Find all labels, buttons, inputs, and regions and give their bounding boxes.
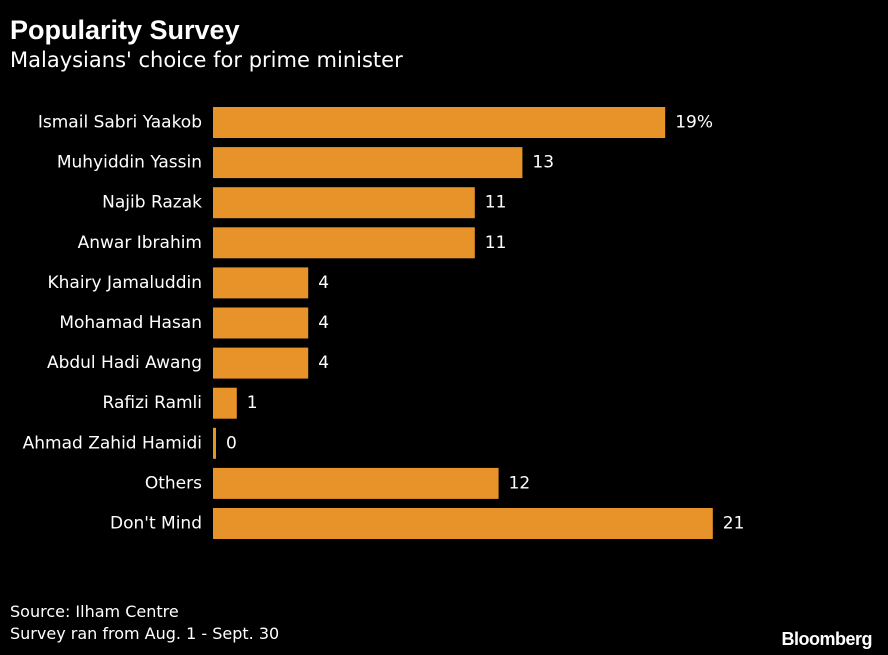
survey-period-note: Survey ran from Aug. 1 - Sept. 30: [10, 624, 280, 643]
bar-1: [213, 147, 523, 179]
value-label-4: 4: [318, 273, 329, 293]
category-label-10: Don't Mind: [110, 514, 202, 534]
category-label-8: Ahmad Zahid Hamidi: [23, 433, 202, 453]
category-label-3: Anwar Ibrahim: [78, 233, 202, 253]
bar-4: [213, 267, 309, 299]
bar-7: [213, 387, 237, 419]
bar-6: [213, 347, 309, 379]
bar-10: [213, 508, 713, 539]
category-label-1: Muhyiddin Yassin: [57, 153, 202, 173]
value-label-3: 11: [485, 233, 507, 253]
value-label-10: 21: [723, 514, 745, 534]
category-label-6: Abdul Hadi Awang: [47, 353, 202, 373]
value-label-8: 0: [226, 433, 237, 453]
category-label-4: Khairy Jamaluddin: [47, 273, 202, 293]
bar-chart: Ismail Sabri Yaakob 19% Muhyiddin Yassin 13…: [23, 107, 745, 539]
value-label-5: 4: [318, 313, 329, 333]
source-note: Source: Ilham Centre: [10, 602, 179, 621]
value-label-0: 19%: [675, 113, 713, 133]
bar-0: [213, 107, 666, 138]
category-label-5: Mohamad Hasan: [59, 313, 202, 333]
bar-5: [213, 307, 309, 339]
bar-8: [213, 427, 216, 459]
value-label-1: 13: [532, 153, 554, 173]
chart-subtitle: Malaysians' choice for prime minister: [10, 48, 403, 72]
category-label-9: Others: [145, 473, 202, 493]
bar-3: [213, 227, 475, 259]
bar-2: [213, 187, 475, 219]
category-label-0: Ismail Sabri Yaakob: [38, 113, 202, 133]
value-label-7: 1: [247, 393, 258, 413]
chart-title: Popularity Survey: [10, 15, 240, 45]
bar-9: [213, 467, 499, 499]
value-label-6: 4: [318, 353, 329, 373]
value-label-2: 11: [485, 193, 507, 213]
category-label-2: Najib Razak: [102, 193, 202, 213]
bloomberg-logo: Bloomberg: [781, 629, 872, 649]
bars-group: Ismail Sabri Yaakob 19% Muhyiddin Yassin 13…: [23, 107, 745, 539]
value-label-9: 12: [509, 473, 531, 493]
category-label-7: Rafizi Ramli: [103, 393, 202, 413]
